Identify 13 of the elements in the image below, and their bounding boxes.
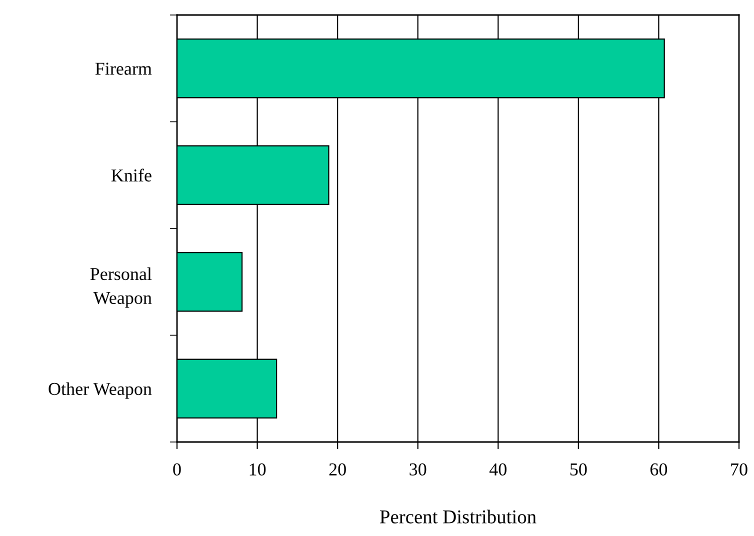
x-tick-label: 60	[650, 463, 668, 476]
x-tick-label: 20	[329, 463, 346, 476]
y-tick-label: Knife	[111, 168, 152, 182]
x-tick-label: 30	[410, 463, 426, 476]
x-tick-label: 40	[489, 463, 506, 476]
x-tick-label: 0	[173, 463, 181, 476]
x-axis-title: Percent Distribution	[380, 510, 536, 524]
x-tick-label: 70	[731, 463, 748, 476]
x-tick-label: 10	[250, 463, 266, 476]
y-tick-label: Other Weapon	[48, 382, 152, 399]
x-tick-label: 50	[570, 463, 587, 476]
y-tick-label: Personal Weapon	[90, 267, 152, 308]
y-tick-label: Firearm	[95, 62, 152, 75]
